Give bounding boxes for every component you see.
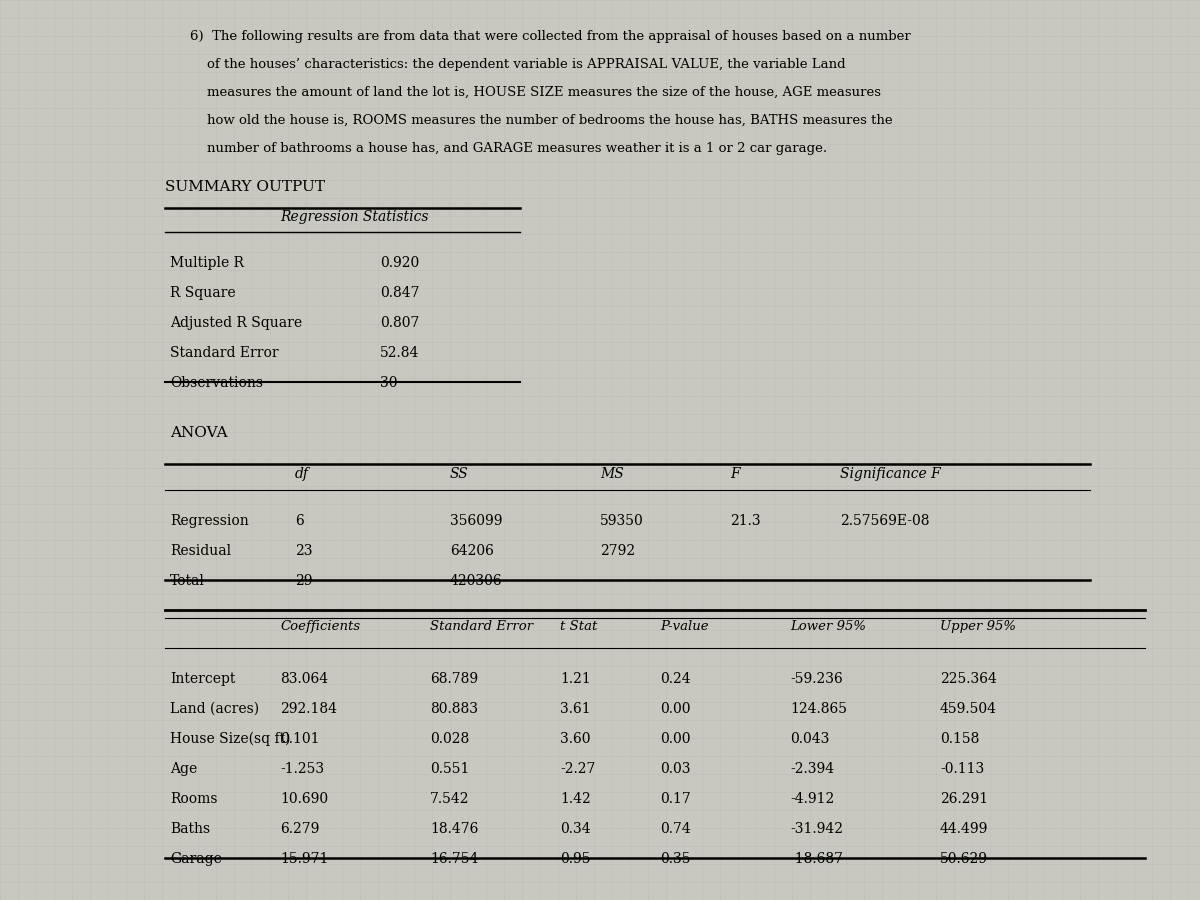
Text: 0.74: 0.74 <box>660 822 691 836</box>
Text: 2.57569E-08: 2.57569E-08 <box>840 514 930 528</box>
Text: 68.789: 68.789 <box>430 672 478 686</box>
Text: Intercept: Intercept <box>170 672 235 686</box>
Text: SUMMARY OUTPUT: SUMMARY OUTPUT <box>166 180 325 194</box>
Text: Residual: Residual <box>170 544 232 558</box>
Text: Standard Error: Standard Error <box>170 346 278 360</box>
Text: Total: Total <box>170 574 205 588</box>
Text: 6: 6 <box>295 514 304 528</box>
Text: -2.27: -2.27 <box>560 762 595 776</box>
Text: Coefficients: Coefficients <box>280 620 360 633</box>
Text: 0.847: 0.847 <box>380 286 420 300</box>
Text: measures the amount of land the lot is, HOUSE SIZE measures the size of the hous: measures the amount of land the lot is, … <box>190 86 881 99</box>
Text: 0.34: 0.34 <box>560 822 590 836</box>
Text: -59.236: -59.236 <box>790 672 842 686</box>
Text: 0.95: 0.95 <box>560 852 590 866</box>
Text: 16.754: 16.754 <box>430 852 479 866</box>
Text: MS: MS <box>600 467 624 481</box>
Text: Baths: Baths <box>170 822 210 836</box>
Text: 1.21: 1.21 <box>560 672 590 686</box>
Text: Observations: Observations <box>170 376 263 390</box>
Text: Standard Error: Standard Error <box>430 620 533 633</box>
Text: 0.807: 0.807 <box>380 316 419 330</box>
Text: Upper 95%: Upper 95% <box>940 620 1016 633</box>
Text: 23: 23 <box>295 544 312 558</box>
Text: 18.476: 18.476 <box>430 822 479 836</box>
Text: SS: SS <box>450 467 469 481</box>
Text: 225.364: 225.364 <box>940 672 997 686</box>
Text: 420306: 420306 <box>450 574 503 588</box>
Text: 0.043: 0.043 <box>790 732 829 746</box>
Text: Lower 95%: Lower 95% <box>790 620 866 633</box>
Text: Regression: Regression <box>170 514 248 528</box>
Text: F: F <box>730 467 739 481</box>
Text: Land (acres): Land (acres) <box>170 702 259 716</box>
Text: Age: Age <box>170 762 197 776</box>
Text: 1.42: 1.42 <box>560 792 590 806</box>
Text: 3.60: 3.60 <box>560 732 590 746</box>
Text: 0.920: 0.920 <box>380 256 419 270</box>
Text: 0.00: 0.00 <box>660 702 690 716</box>
Text: 0.00: 0.00 <box>660 732 690 746</box>
Text: -0.113: -0.113 <box>940 762 984 776</box>
Text: 6.279: 6.279 <box>280 822 319 836</box>
Text: Garage: Garage <box>170 852 222 866</box>
Text: 26.291: 26.291 <box>940 792 988 806</box>
Text: 0.101: 0.101 <box>280 732 319 746</box>
Text: 15.971: 15.971 <box>280 852 329 866</box>
Text: 10.690: 10.690 <box>280 792 328 806</box>
Text: Multiple R: Multiple R <box>170 256 244 270</box>
Text: 0.03: 0.03 <box>660 762 690 776</box>
Text: 30: 30 <box>380 376 397 390</box>
Text: 0.158: 0.158 <box>940 732 979 746</box>
Text: 3.61: 3.61 <box>560 702 590 716</box>
Text: ANOVA: ANOVA <box>170 426 228 440</box>
Text: 459.504: 459.504 <box>940 702 997 716</box>
Text: df: df <box>295 467 310 481</box>
Text: -18.687: -18.687 <box>790 852 842 866</box>
Text: 83.064: 83.064 <box>280 672 328 686</box>
Text: 0.24: 0.24 <box>660 672 691 686</box>
Text: 59350: 59350 <box>600 514 643 528</box>
Text: 80.883: 80.883 <box>430 702 478 716</box>
Text: 7.542: 7.542 <box>430 792 469 806</box>
Text: 0.17: 0.17 <box>660 792 691 806</box>
Text: Regression Statistics: Regression Statistics <box>280 210 428 224</box>
Text: Adjusted R Square: Adjusted R Square <box>170 316 302 330</box>
Text: 2792: 2792 <box>600 544 635 558</box>
Text: 29: 29 <box>295 574 312 588</box>
Text: Rooms: Rooms <box>170 792 217 806</box>
Text: 356099: 356099 <box>450 514 503 528</box>
Text: of the houses’ characteristics: the dependent variable is APPRAISAL VALUE, the v: of the houses’ characteristics: the depe… <box>190 58 846 71</box>
Text: t Stat: t Stat <box>560 620 598 633</box>
Text: -2.394: -2.394 <box>790 762 834 776</box>
Text: 6)  The following results are from data that were collected from the appraisal o: 6) The following results are from data t… <box>190 30 911 43</box>
Text: -4.912: -4.912 <box>790 792 834 806</box>
Text: Significance F: Significance F <box>840 467 941 481</box>
Text: 0.028: 0.028 <box>430 732 469 746</box>
Text: P-value: P-value <box>660 620 709 633</box>
Text: how old the house is, ROOMS measures the number of bedrooms the house has, BATHS: how old the house is, ROOMS measures the… <box>190 114 893 127</box>
Text: 292.184: 292.184 <box>280 702 337 716</box>
Text: 0.35: 0.35 <box>660 852 690 866</box>
Text: -1.253: -1.253 <box>280 762 324 776</box>
Text: number of bathrooms a house has, and GARAGE measures weather it is a 1 or 2 car : number of bathrooms a house has, and GAR… <box>190 142 827 155</box>
Text: 0.551: 0.551 <box>430 762 469 776</box>
Text: -31.942: -31.942 <box>790 822 842 836</box>
Text: 124.865: 124.865 <box>790 702 847 716</box>
Text: House Size(sq ft): House Size(sq ft) <box>170 732 290 746</box>
Text: 21.3: 21.3 <box>730 514 761 528</box>
Text: 64206: 64206 <box>450 544 494 558</box>
Text: 52.84: 52.84 <box>380 346 419 360</box>
Text: 44.499: 44.499 <box>940 822 989 836</box>
Text: R Square: R Square <box>170 286 235 300</box>
Text: 50.629: 50.629 <box>940 852 988 866</box>
